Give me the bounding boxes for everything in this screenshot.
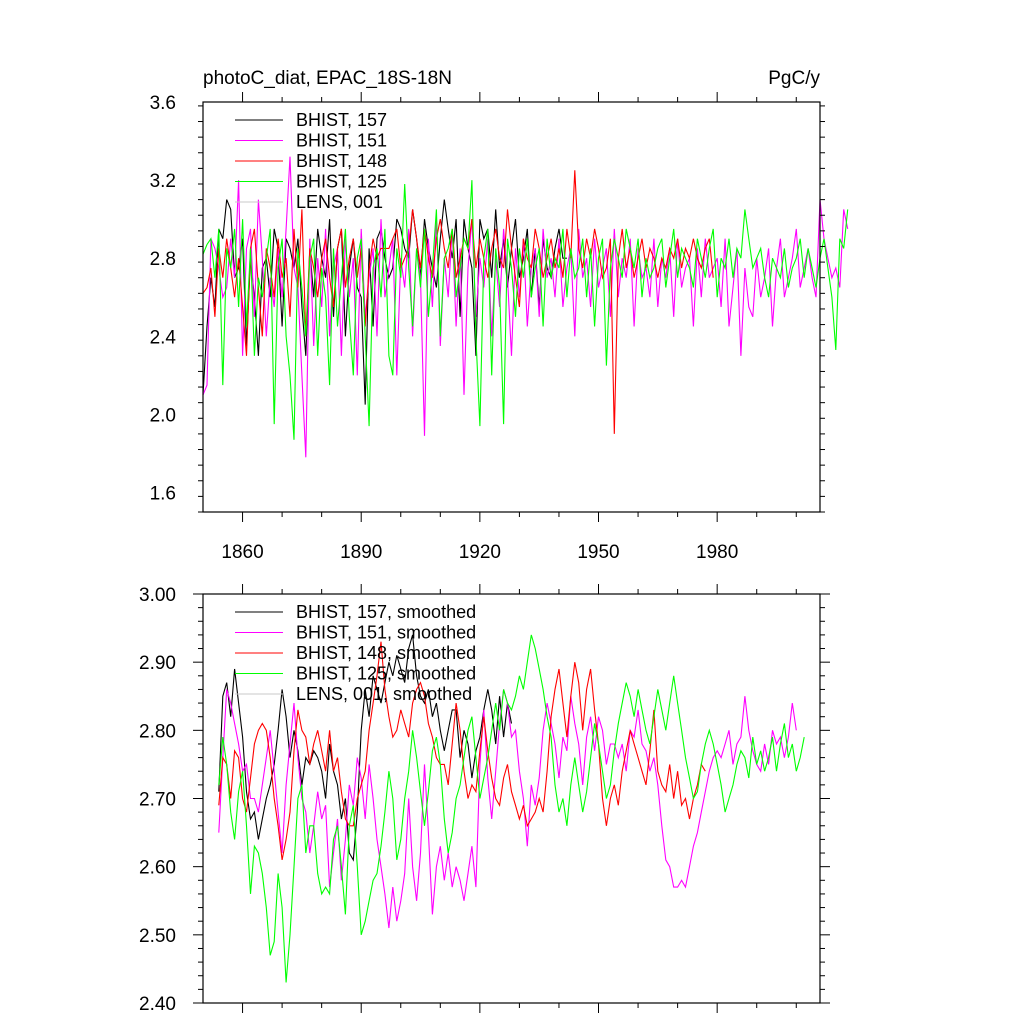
legend-label: LENS, 001 bbox=[296, 192, 383, 212]
y-tick-label: 2.8 bbox=[150, 249, 176, 270]
x-tick-label: 1980 bbox=[696, 542, 738, 563]
legend-label: BHIST, 157 bbox=[296, 110, 387, 130]
bottom-panel: 2.40 2.50 2.60 2.70 2.80 2.90 3.00 BHIST, 157, … bbox=[139, 584, 830, 1015]
y-tick-label: 2.4 bbox=[150, 327, 177, 348]
y-tick-label: 2.50 bbox=[139, 926, 176, 947]
series-line-bhist-157 bbox=[202, 199, 567, 405]
x-tick-label: 1890 bbox=[340, 542, 382, 563]
x-tick-label: 1860 bbox=[221, 542, 263, 563]
y-tick-label: 2.90 bbox=[139, 653, 176, 674]
y-tick-label: 3.6 bbox=[150, 93, 176, 114]
legend-label: BHIST, 157, smoothed bbox=[296, 602, 476, 622]
series-line-bhist-148 bbox=[218, 641, 706, 861]
series-line-bhist-125 bbox=[218, 634, 805, 983]
plot-frame bbox=[202, 101, 821, 513]
y-tick-label: 2.70 bbox=[139, 790, 176, 811]
y-tick-label: 2.60 bbox=[139, 858, 176, 879]
series-line-bhist-148 bbox=[202, 170, 714, 434]
unit-label: PgC/y bbox=[768, 68, 820, 89]
legend-label: BHIST, 125, smoothed bbox=[296, 664, 476, 684]
x-tick-label: 1920 bbox=[459, 542, 501, 563]
legend-label: BHIST, 151, smoothed bbox=[296, 623, 476, 643]
legend-label: BHIST, 148, smoothed bbox=[296, 643, 476, 663]
y-tick-label: 2.0 bbox=[150, 405, 176, 426]
y-tick-label: 2.40 bbox=[139, 994, 176, 1015]
top-panel: 1860 1890 1920 1950 1980 1.6 2.0 2.4 2.8 3.2 3.6 BH… bbox=[150, 92, 849, 563]
series-line-bhist-151 bbox=[218, 689, 797, 929]
y-tick-label: 3.00 bbox=[139, 585, 176, 606]
y-tick-label: 3.2 bbox=[150, 171, 176, 192]
series-line-bhist-125 bbox=[202, 180, 849, 440]
x-tick-label: 1950 bbox=[577, 542, 619, 563]
legend-label: BHIST, 151 bbox=[296, 131, 387, 151]
legend-label: BHIST, 148 bbox=[296, 151, 387, 171]
y-tick-label: 1.6 bbox=[150, 483, 176, 504]
y-tick-label: 2.80 bbox=[139, 721, 176, 742]
legend-label: BHIST, 125 bbox=[296, 172, 387, 192]
legend-label: LENS, 001, smoothed bbox=[296, 684, 472, 704]
series-line-bhist-157 bbox=[218, 634, 513, 862]
chart-title: photoC_diat, EPAC_18S-18N bbox=[203, 68, 452, 89]
